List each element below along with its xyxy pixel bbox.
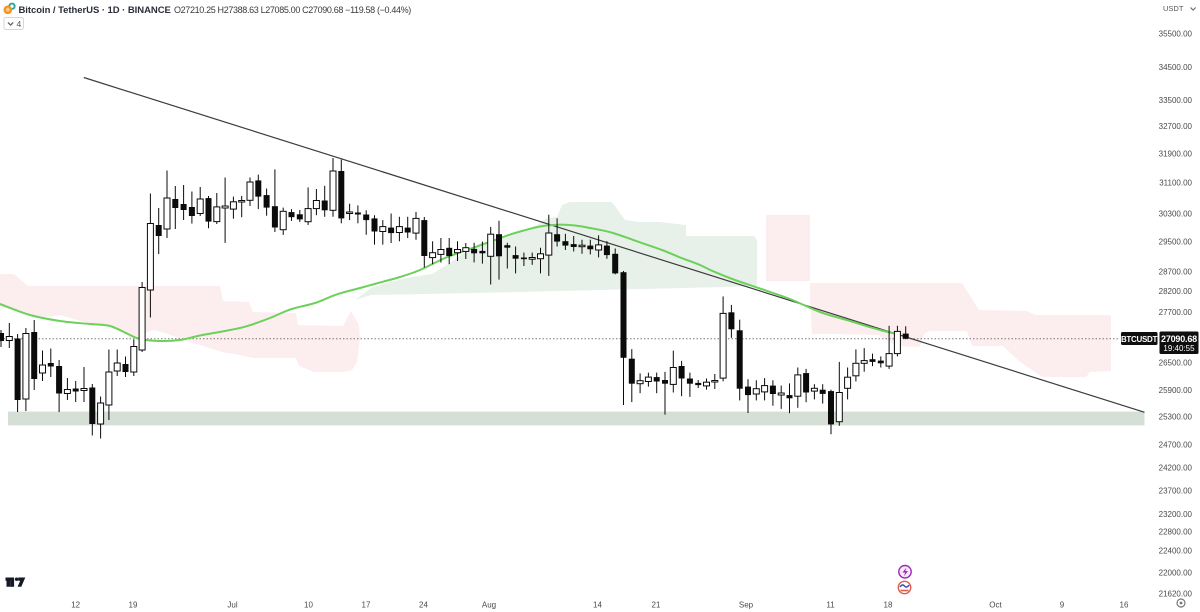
svg-text:Jul: Jul <box>227 601 237 610</box>
svg-text:17: 17 <box>362 601 371 610</box>
svg-text:34500.00: 34500.00 <box>1159 63 1193 72</box>
svg-text:Sep: Sep <box>739 601 754 610</box>
svg-text:23200.00: 23200.00 <box>1159 510 1193 519</box>
svg-text:30300.00: 30300.00 <box>1159 210 1193 219</box>
svg-text:22800.00: 22800.00 <box>1159 527 1193 536</box>
svg-text:25300.00: 25300.00 <box>1159 413 1193 422</box>
svg-text:12: 12 <box>71 601 80 610</box>
svg-text:32700.00: 32700.00 <box>1159 122 1193 131</box>
svg-text:14: 14 <box>593 601 602 610</box>
svg-text:28700.00: 28700.00 <box>1159 268 1193 277</box>
svg-text:24700.00: 24700.00 <box>1159 441 1193 450</box>
svg-text:18: 18 <box>884 601 893 610</box>
svg-text:21620.00: 21620.00 <box>1159 590 1193 599</box>
svg-text:Aug: Aug <box>482 601 496 610</box>
svg-text:35500.00: 35500.00 <box>1159 30 1193 39</box>
svg-text:BTCUSDT: BTCUSDT <box>1121 335 1158 344</box>
svg-text:25900.00: 25900.00 <box>1159 386 1193 395</box>
svg-text:29500.00: 29500.00 <box>1159 237 1193 246</box>
svg-text:23700.00: 23700.00 <box>1159 487 1193 496</box>
svg-text:19: 19 <box>129 601 138 610</box>
svg-text:21: 21 <box>652 601 661 610</box>
svg-text:22000.00: 22000.00 <box>1159 569 1193 578</box>
svg-text:11: 11 <box>826 601 835 610</box>
svg-text:31900.00: 31900.00 <box>1159 150 1193 159</box>
svg-text:Bitcoin / TetherUS · 1D · BINA: Bitcoin / TetherUS · 1D · BINANCE <box>19 5 171 16</box>
svg-text:26500.00: 26500.00 <box>1159 359 1193 368</box>
svg-text:16: 16 <box>1120 601 1129 610</box>
svg-text:4: 4 <box>17 19 22 29</box>
svg-text:27700.00: 27700.00 <box>1159 308 1193 317</box>
svg-text:33500.00: 33500.00 <box>1159 96 1193 105</box>
svg-text:10: 10 <box>304 601 313 610</box>
svg-text:USDT: USDT <box>1163 4 1184 13</box>
svg-text:19:40:55: 19:40:55 <box>1163 344 1195 353</box>
svg-text:Oct: Oct <box>989 601 1002 610</box>
svg-text:28200.00: 28200.00 <box>1159 287 1193 296</box>
svg-text:24: 24 <box>419 601 428 610</box>
svg-text:24200.00: 24200.00 <box>1159 464 1193 473</box>
svg-text:9: 9 <box>1060 601 1065 610</box>
svg-text:27090.68: 27090.68 <box>1161 334 1197 344</box>
svg-text:22400.00: 22400.00 <box>1159 546 1193 555</box>
svg-text:O27210.25 H27388.63 L27085.00: O27210.25 H27388.63 L27085.00 C27090.68 … <box>174 5 411 15</box>
svg-text:31100.00: 31100.00 <box>1159 178 1192 187</box>
